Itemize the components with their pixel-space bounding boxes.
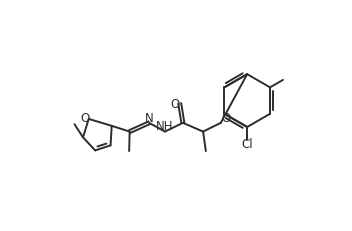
- Text: O: O: [221, 112, 231, 125]
- Text: Cl: Cl: [241, 138, 253, 151]
- Text: N: N: [145, 112, 153, 125]
- Text: O: O: [81, 112, 90, 125]
- Text: O: O: [170, 97, 179, 110]
- Text: NH: NH: [156, 120, 174, 133]
